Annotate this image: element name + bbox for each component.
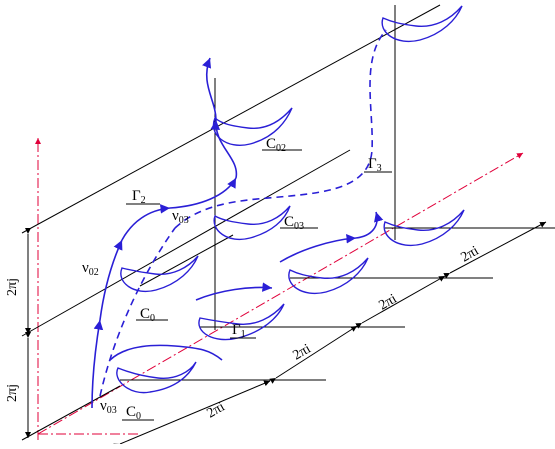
- loop-c0-low: [116, 361, 197, 394]
- label-c02: C02: [262, 136, 302, 154]
- svg-text:ν02: ν02: [82, 260, 99, 278]
- dim-2pij-lower: 2πj: [5, 384, 20, 402]
- label-gamma2: Γ2: [126, 188, 160, 206]
- loop-right-2: [383, 209, 465, 247]
- loop-c03: [213, 205, 291, 241]
- svg-text:C03: C03: [284, 214, 304, 232]
- svg-text:Γ2: Γ2: [132, 188, 146, 206]
- dim-2pii-4: 2πi: [459, 243, 482, 265]
- label-nu02: ν02: [82, 260, 99, 278]
- svg-text:ν03: ν03: [100, 398, 117, 416]
- svg-text:C0: C0: [140, 306, 155, 324]
- trajectory-solid: [91, 57, 384, 409]
- dim-2pii-1: 2πi: [205, 399, 228, 421]
- loop-top: [381, 5, 463, 43]
- label-c0-mid: C0: [136, 306, 168, 324]
- dim-2pii-2: 2πi: [291, 341, 314, 363]
- diagonal-axis: [37, 152, 524, 435]
- dimension-2pii-chain: [113, 221, 547, 449]
- label-nu03-bottom: ν03: [100, 398, 117, 416]
- dim-2pii-3: 2πi: [377, 291, 400, 313]
- label-gamma3: Γ3: [364, 156, 392, 174]
- loop-gamma1: [198, 303, 285, 341]
- loop-right-1: [288, 257, 369, 295]
- label-nu03-top: ν03: [172, 208, 189, 226]
- loop-c02: [212, 107, 293, 146]
- label-c0-low: C0: [122, 404, 154, 422]
- svg-text:Γ3: Γ3: [368, 156, 382, 174]
- svg-text:ν03: ν03: [172, 208, 189, 226]
- dim-2pij-upper: 2πj: [5, 278, 20, 296]
- svg-text:C0: C0: [126, 404, 141, 422]
- label-gamma1: Γ1: [230, 322, 256, 340]
- trajectory-dashed: [99, 29, 387, 397]
- loop-curves: [116, 5, 465, 394]
- label-c03: C03: [280, 214, 318, 232]
- svg-text:C02: C02: [266, 136, 286, 154]
- svg-text:Γ1: Γ1: [232, 322, 246, 340]
